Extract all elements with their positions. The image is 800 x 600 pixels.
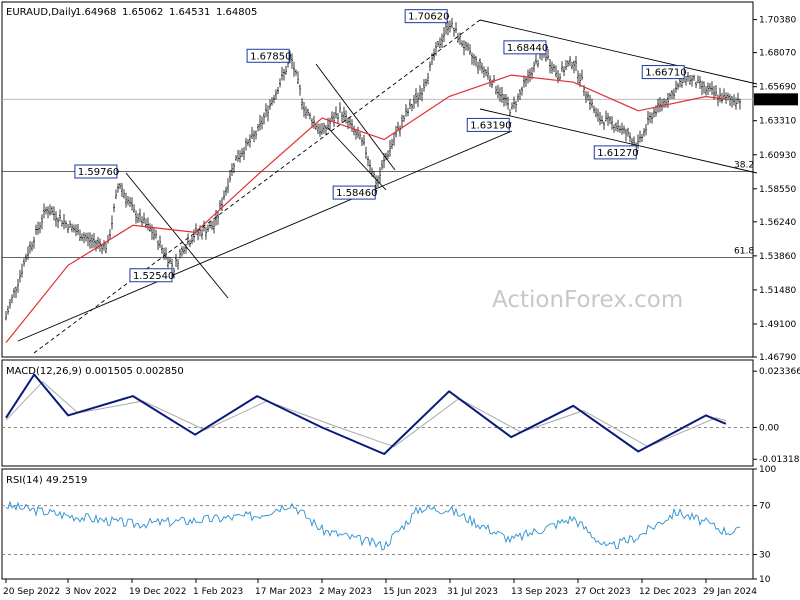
x-tick-label: 29 Jan 2024 [703,587,757,597]
ohlc-value: 1.64968 [75,7,116,18]
annotation-label: 1.63190 [470,120,511,131]
annotation-box [503,40,547,55]
annotation-label: 1.61270 [597,148,638,159]
watermark: ActionForex.com [492,287,683,313]
ohlc-value: 1.64805 [216,7,257,18]
annotation-label: 1.66710 [645,68,686,79]
x-tick-label: 27 Oct 2023 [575,587,631,597]
annotation-box [404,9,448,24]
price-y-tick-label: 1.51480 [759,286,796,296]
trend-line [17,130,513,342]
price-y-tick-label: 1.60930 [759,151,796,161]
price-title: EURAUD,Daily [6,7,77,18]
annotation-box [466,117,510,132]
moving-average-line [5,74,726,343]
x-tick-label: 12 Dec 2023 [639,587,697,597]
annotation-label: 1.70620 [408,12,449,23]
trend-line [33,19,481,354]
price-y-tick-label: 1.49100 [759,320,796,330]
trend-line [125,172,229,299]
trend-line [479,108,758,174]
annotation-label: 1.68440 [507,43,548,54]
x-tick-label: 3 Nov 2022 [65,587,117,597]
price-y-tick-label: 1.68070 [759,49,796,59]
macd-line [5,373,727,455]
rsi-y-tick-label: 70 [759,502,771,512]
rsi-line [5,500,741,551]
x-tick-label: 15 Jun 2023 [383,587,437,597]
x-tick-label: 17 Mar 2023 [255,587,312,597]
macd-y-tick-label: -0.013186 [759,455,800,465]
price-bars [5,17,741,321]
level-label: 61.8 [734,247,754,257]
x-tick-label: 1 Feb 2023 [193,587,243,597]
annotation-box [332,185,376,200]
x-tick-label: 19 Dec 2022 [129,587,187,597]
annotation-box [593,145,637,160]
x-tick-label: 2 May 2023 [319,587,372,597]
annotation-label: 1.67850 [250,51,291,62]
current-price-label: 1.64805 [757,95,794,105]
price-y-tick-label: 1.46790 [759,353,796,363]
price-y-tick-label: 1.58550 [759,185,796,195]
x-tick-label: 13 Sep 2023 [511,587,568,597]
rsi-y-tick-label: 10 [759,575,771,585]
x-tick-label: 20 Sep 2022 [3,587,60,597]
price-y-tick-label: 1.56240 [759,218,796,228]
level-label: 38.2 [734,160,754,170]
price-y-tick-label: 1.63310 [759,117,796,127]
rsi-y-tick-label: 30 [759,551,771,561]
rsi-panel [1,468,754,580]
price-y-tick-label: 1.53860 [759,252,796,262]
rsi-y-tick-label: 100 [759,465,776,475]
annotation-label: 1.58460 [336,188,377,199]
macd-panel [1,359,754,467]
x-tick-label: 31 Jul 2023 [447,587,498,597]
price-y-tick-label: 1.65690 [759,83,796,93]
symbol-label: EURAUD,Daily [6,7,77,18]
macd-title: MACD(12,26,9) 0.001505 0.002850 [6,366,184,377]
annotation-box [246,48,290,63]
ohlc-value: 1.64531 [169,7,210,18]
ohlc-value: 1.65062 [122,7,163,18]
price-y-tick-label: 1.70380 [759,16,796,26]
macd-signal-line [5,381,726,448]
ohlc-values: 1.64968 1.65062 1.64531 1.64805 [75,7,257,18]
annotation-box [74,164,118,179]
annotation-box [129,268,173,283]
trend-line [479,19,758,85]
trend-line [315,63,396,171]
annotation-label: 1.59760 [78,167,119,178]
macd-y-tick-label: 0.00 [759,423,779,433]
annotation-box [641,65,685,80]
annotation-label: 1.52540 [133,271,174,282]
current-price-tag [754,93,798,106]
rsi-title: RSI(14) 49.2519 [6,475,87,486]
macd-y-tick-label: 0.023366 [759,367,800,377]
